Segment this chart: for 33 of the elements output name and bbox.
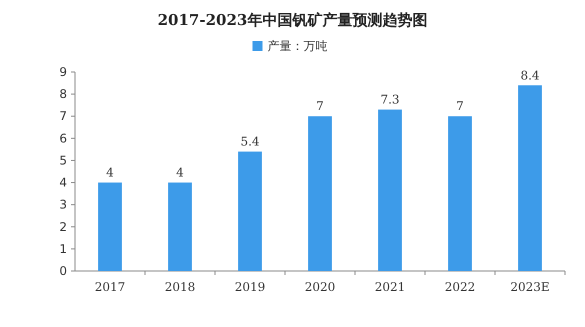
x-tick-label: 2017 <box>94 280 126 294</box>
x-tick-label: 2022 <box>444 280 476 294</box>
chart-title: 2017-2023年中国钒矿产量预测趋势图 <box>158 11 428 29</box>
y-tick-label: 8 <box>59 87 67 102</box>
bar <box>308 116 332 271</box>
y-tick-label: 1 <box>59 242 67 256</box>
data-label: 7 <box>316 99 324 114</box>
y-tick-label: 5 <box>59 153 67 168</box>
x-tick-label: 2020 <box>304 280 336 294</box>
x-tick-label: 2018 <box>164 280 196 294</box>
y-tick-label: 2 <box>59 220 67 234</box>
y-tick-label: 4 <box>59 176 67 190</box>
data-label: 4 <box>106 166 114 180</box>
bar <box>448 116 472 271</box>
legend-label: 产量：万吨 <box>268 39 328 53</box>
bar <box>168 182 192 271</box>
y-tick-label: 7 <box>59 109 67 124</box>
data-label: 5.4 <box>240 134 260 149</box>
y-tick-label: 3 <box>59 198 67 212</box>
data-label: 8.4 <box>520 68 540 82</box>
data-label: 7 <box>456 99 464 114</box>
data-label: 7.3 <box>380 92 400 107</box>
bar <box>238 152 262 271</box>
x-tick-label: 2023E <box>510 280 550 294</box>
x-tick-label: 2021 <box>374 280 406 294</box>
bar <box>98 182 122 271</box>
data-label: 4 <box>176 166 184 180</box>
bar <box>378 110 402 271</box>
y-tick-label: 9 <box>59 65 67 79</box>
y-tick-label: 0 <box>59 264 67 278</box>
bar <box>518 85 542 271</box>
y-tick-label: 6 <box>59 131 67 146</box>
x-tick-label: 2019 <box>234 280 266 294</box>
